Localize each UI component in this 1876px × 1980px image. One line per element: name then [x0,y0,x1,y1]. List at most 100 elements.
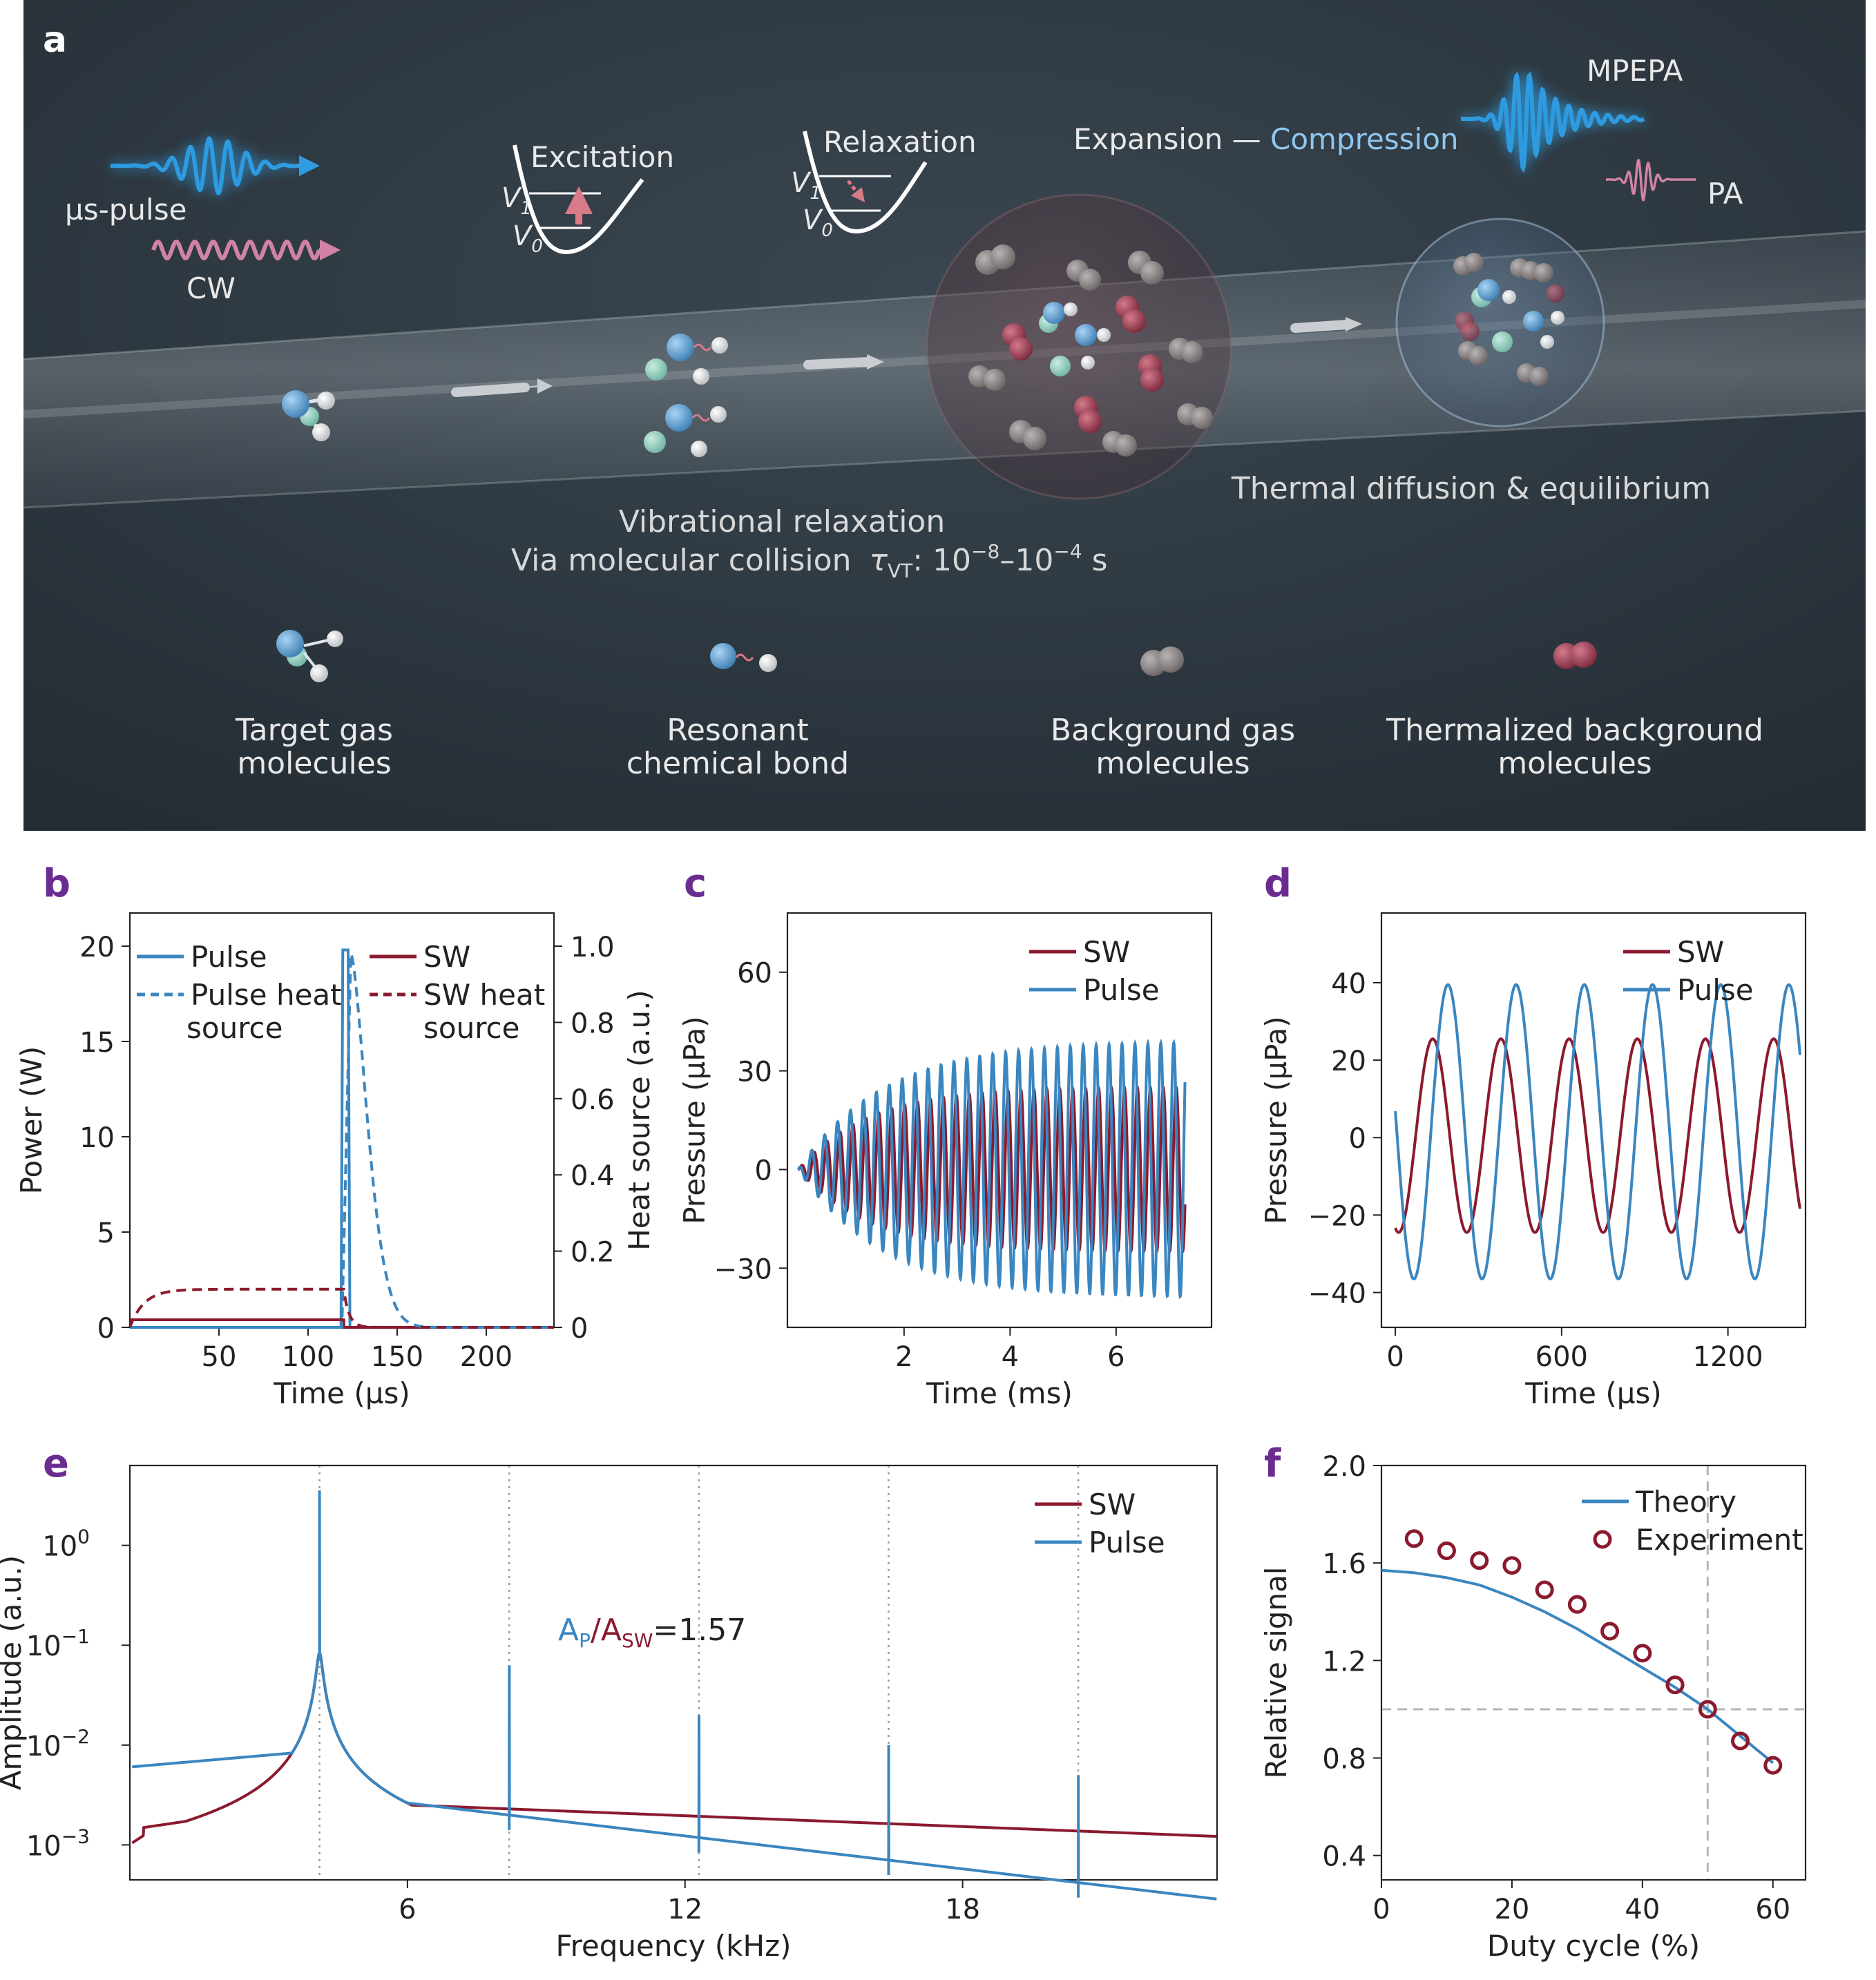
chart-b: b50 100 150 2000510152000.20.40.60.81.0Time… [15,861,656,1410]
experiment-point [1502,1556,1522,1575]
legend-target-label-2: molecules [237,746,391,781]
ratio-annotation: AP/ASW=1.57 [558,1613,746,1652]
v0-relax-label: V0 [803,204,833,241]
series-pulse [1394,983,1801,1280]
us-pulse-wave-icon [111,135,298,196]
legend-pulse-label: Pulse [1677,973,1754,1007]
excitation-label: Excitation [530,140,674,174]
flow-arrow-1-head [537,378,553,394]
legend-thermalized-background-icon [1553,642,1597,669]
x-tick-label: 12 [667,1894,702,1925]
experiment-point [1633,1644,1652,1663]
y-tick-label: 0 [1349,1123,1366,1155]
experiment-point [1665,1675,1685,1695]
x-axis-label: Time (ms) [926,1376,1073,1410]
y-tick-label: 30 [737,1057,772,1088]
series-sw [1394,1037,1801,1234]
target-gas-molecule-icon [282,390,335,441]
y-tick-label: 20 [79,932,115,963]
x-tick-label: 100 [282,1341,334,1373]
series-pulse [132,1490,1217,1901]
pa-wave-icon [1606,158,1696,202]
panel-label: c [684,861,707,906]
pa-label: PA [1707,177,1743,211]
chart-c: c 2 4 6 −30 0 30 60 Time (ms) Pressure (µPa) SW Pul… [678,861,1213,1410]
x-tick-label: 6 [1107,1341,1124,1373]
legend-bond-label-1: Resonant [667,713,809,748]
y-tick-label: 10 [79,1122,115,1154]
v0-label: V0 [513,220,543,257]
flow-arrow-3-icon [1290,320,1352,333]
experiment-point [1404,1529,1424,1548]
y-tick-label: 60 [737,958,772,990]
compression-bubble [1395,218,1605,427]
series-sw [797,1086,1187,1255]
y-tick-label: 2.0 [1322,1451,1366,1483]
flow-arrow-3-head [1346,317,1362,331]
experiment-point [1600,1622,1620,1641]
x-tick-label: 6 [399,1894,416,1925]
y-tick-label-right: 0 [571,1313,588,1345]
y-tick-label-right: 0.2 [571,1237,615,1269]
y-tick-label: 0.4 [1322,1841,1366,1873]
x-tick-label: 20 [1494,1894,1529,1925]
y-tick-label: 40 [1331,968,1366,1000]
experiment-point [1763,1756,1783,1775]
tube-edge-bottom [23,410,1866,509]
x-tick-label: 150 [371,1341,423,1373]
plot-frame [1380,1464,1807,1881]
collision-label: Via molecular collision τVT: 10−8–10−4 s [511,540,1108,582]
y-tick-label: 100 [42,1526,90,1563]
chart-f: f 0 20 40 60 0.4 0.8 1.2 1.6 2.0 Duty cycle (%) Rel… [1259,1441,1807,1963]
plot-frame [786,912,1213,1329]
x-tick-label: 4 [1002,1341,1019,1373]
x-tick-label: 2 [895,1341,912,1373]
panel-a-label: a [43,19,67,61]
mpepa-wave-icon [1461,71,1645,173]
y-tick-label: 20 [1331,1046,1366,1077]
chart-e: e 6 12 18 10−3 10−2 10−1 100 Frequency (kHz) Ampl… [0,1441,1218,1963]
y-tick-label: 0 [755,1155,772,1186]
x-tick-label: 1200 [1693,1341,1763,1373]
panel-a-illustration: a [23,0,1866,831]
y-tick-label-right: 0.6 [571,1084,615,1116]
y-tick-label: 15 [79,1027,115,1059]
panel-label: e [43,1441,69,1486]
x-axis-label: Duty cycle (%) [1487,1929,1700,1963]
panel-label: b [43,861,70,906]
legend-sw-heat-label: SW heat [423,978,545,1012]
y-axis-label-right: Heat source (a.u.) [622,990,656,1251]
legend-target-label-1: Target gas [235,713,393,748]
cw-label: CW [186,271,236,305]
y-axis-label: Power (W) [15,1046,48,1195]
y-tick-label: −30 [714,1253,772,1285]
experiment-point [1437,1541,1456,1561]
v1-label: V1 [501,182,532,219]
x-tick-label: 0 [1372,1894,1390,1925]
x-tick-label: 600 [1535,1341,1588,1373]
legend-background-gas-icon [1140,646,1184,676]
legend-sw-label: SW [423,940,470,974]
cw-wave-icon [151,239,321,261]
x-tick-label: 50 [202,1341,237,1373]
x-axis-label: Frequency (kHz) [555,1929,791,1963]
y-tick-label: −20 [1308,1200,1366,1232]
compressed-molecules-icon [1453,253,1564,386]
series-pulse [796,1038,1187,1300]
experiment-point [1567,1595,1587,1614]
experiment-point [1731,1731,1750,1751]
x-axis-label: Time (µs) [1524,1376,1662,1410]
legend-background-label-2: molecules [1095,746,1250,781]
plot-frame [128,1464,1218,1881]
y-tick-label: 5 [97,1218,115,1249]
legend-theory-label: Theory [1635,1485,1736,1519]
legend-sw-heat-label-2: source [423,1011,519,1045]
flow-arrow-1-icon [451,383,530,397]
panel-label: f [1264,1441,1281,1486]
x-tick-label: 0 [1386,1341,1404,1373]
x-tick-label: 60 [1755,1894,1790,1925]
thermal-diffusion-label: Thermal diffusion & equilibrium [1231,471,1711,506]
experiment-point [1535,1580,1554,1599]
x-tick-label: 200 [460,1341,513,1373]
experiment-point [1698,1700,1717,1719]
